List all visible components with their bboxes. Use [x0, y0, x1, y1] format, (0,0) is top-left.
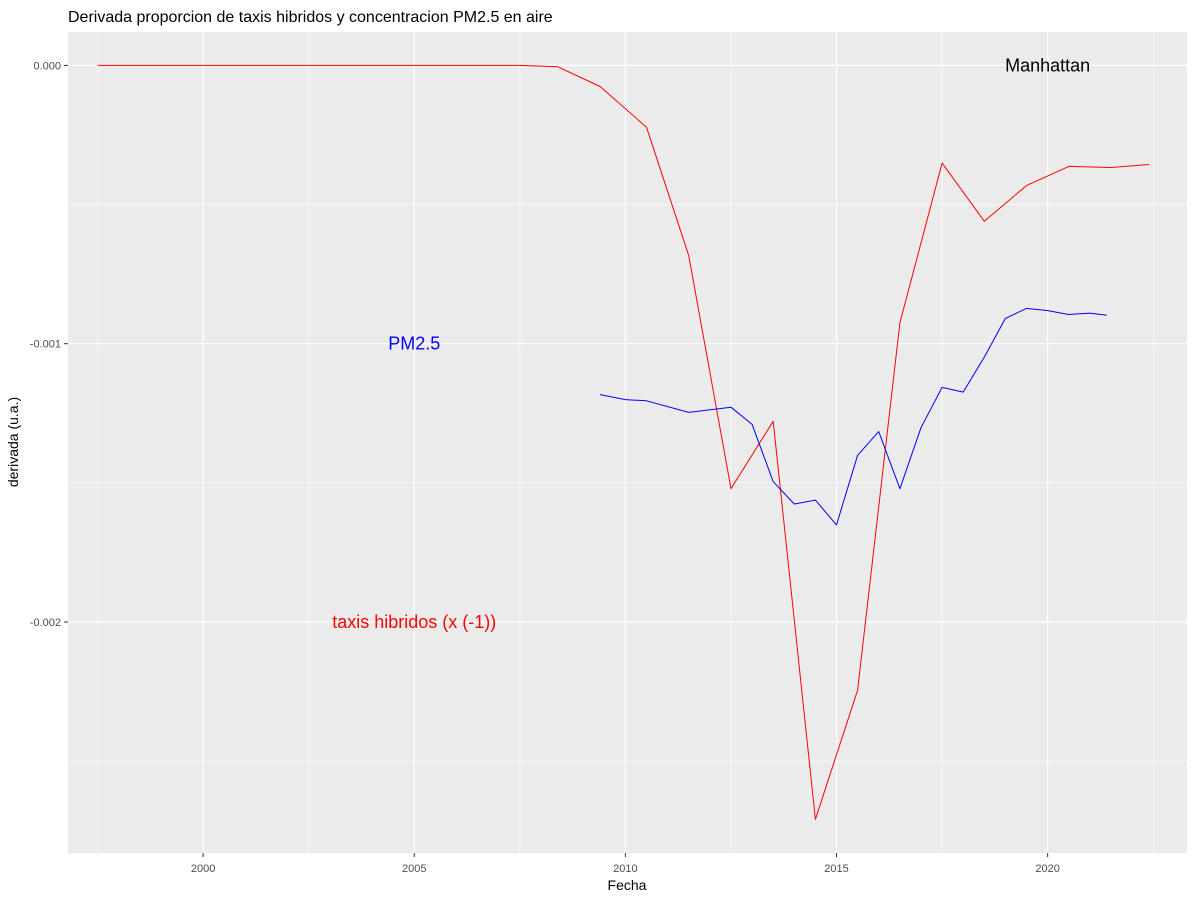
series-line-1: [97, 64, 1150, 820]
y-axis-label: derivada (u.a.): [5, 397, 21, 487]
x-tick-label: 2010: [613, 863, 637, 875]
annotations: Manhattan PM2.5 taxis hibridos (x (-1)): [332, 55, 1090, 632]
plot-panel: [68, 32, 1187, 853]
grid-minor: [68, 32, 1187, 853]
y-tick-label: 0.000: [33, 60, 61, 72]
annotation-label-1: Manhattan: [1005, 55, 1090, 75]
grid-major: [68, 32, 1187, 853]
annotation-label-3: taxis hibridos (x (-1)): [332, 612, 496, 632]
x-tick-label: 2005: [402, 863, 426, 875]
series-line-2: [600, 307, 1107, 526]
x-tick-label: 2000: [191, 863, 215, 875]
x-axis: 2000 2005 2010 2015 2020: [191, 853, 1060, 875]
annotation-label-2: PM2.5: [388, 334, 440, 354]
x-tick-label: 2020: [1035, 863, 1059, 875]
y-tick-label: -0.002: [30, 617, 61, 629]
series-lines: [97, 64, 1150, 820]
y-axis: 0.000 -0.001 -0.002: [30, 60, 68, 629]
x-tick-label: 2015: [824, 863, 848, 875]
y-tick-label: -0.001: [30, 339, 61, 351]
chart-title: Derivada proporcion de taxis hibridos y …: [68, 9, 553, 26]
x-axis-label: Fecha: [608, 877, 647, 893]
